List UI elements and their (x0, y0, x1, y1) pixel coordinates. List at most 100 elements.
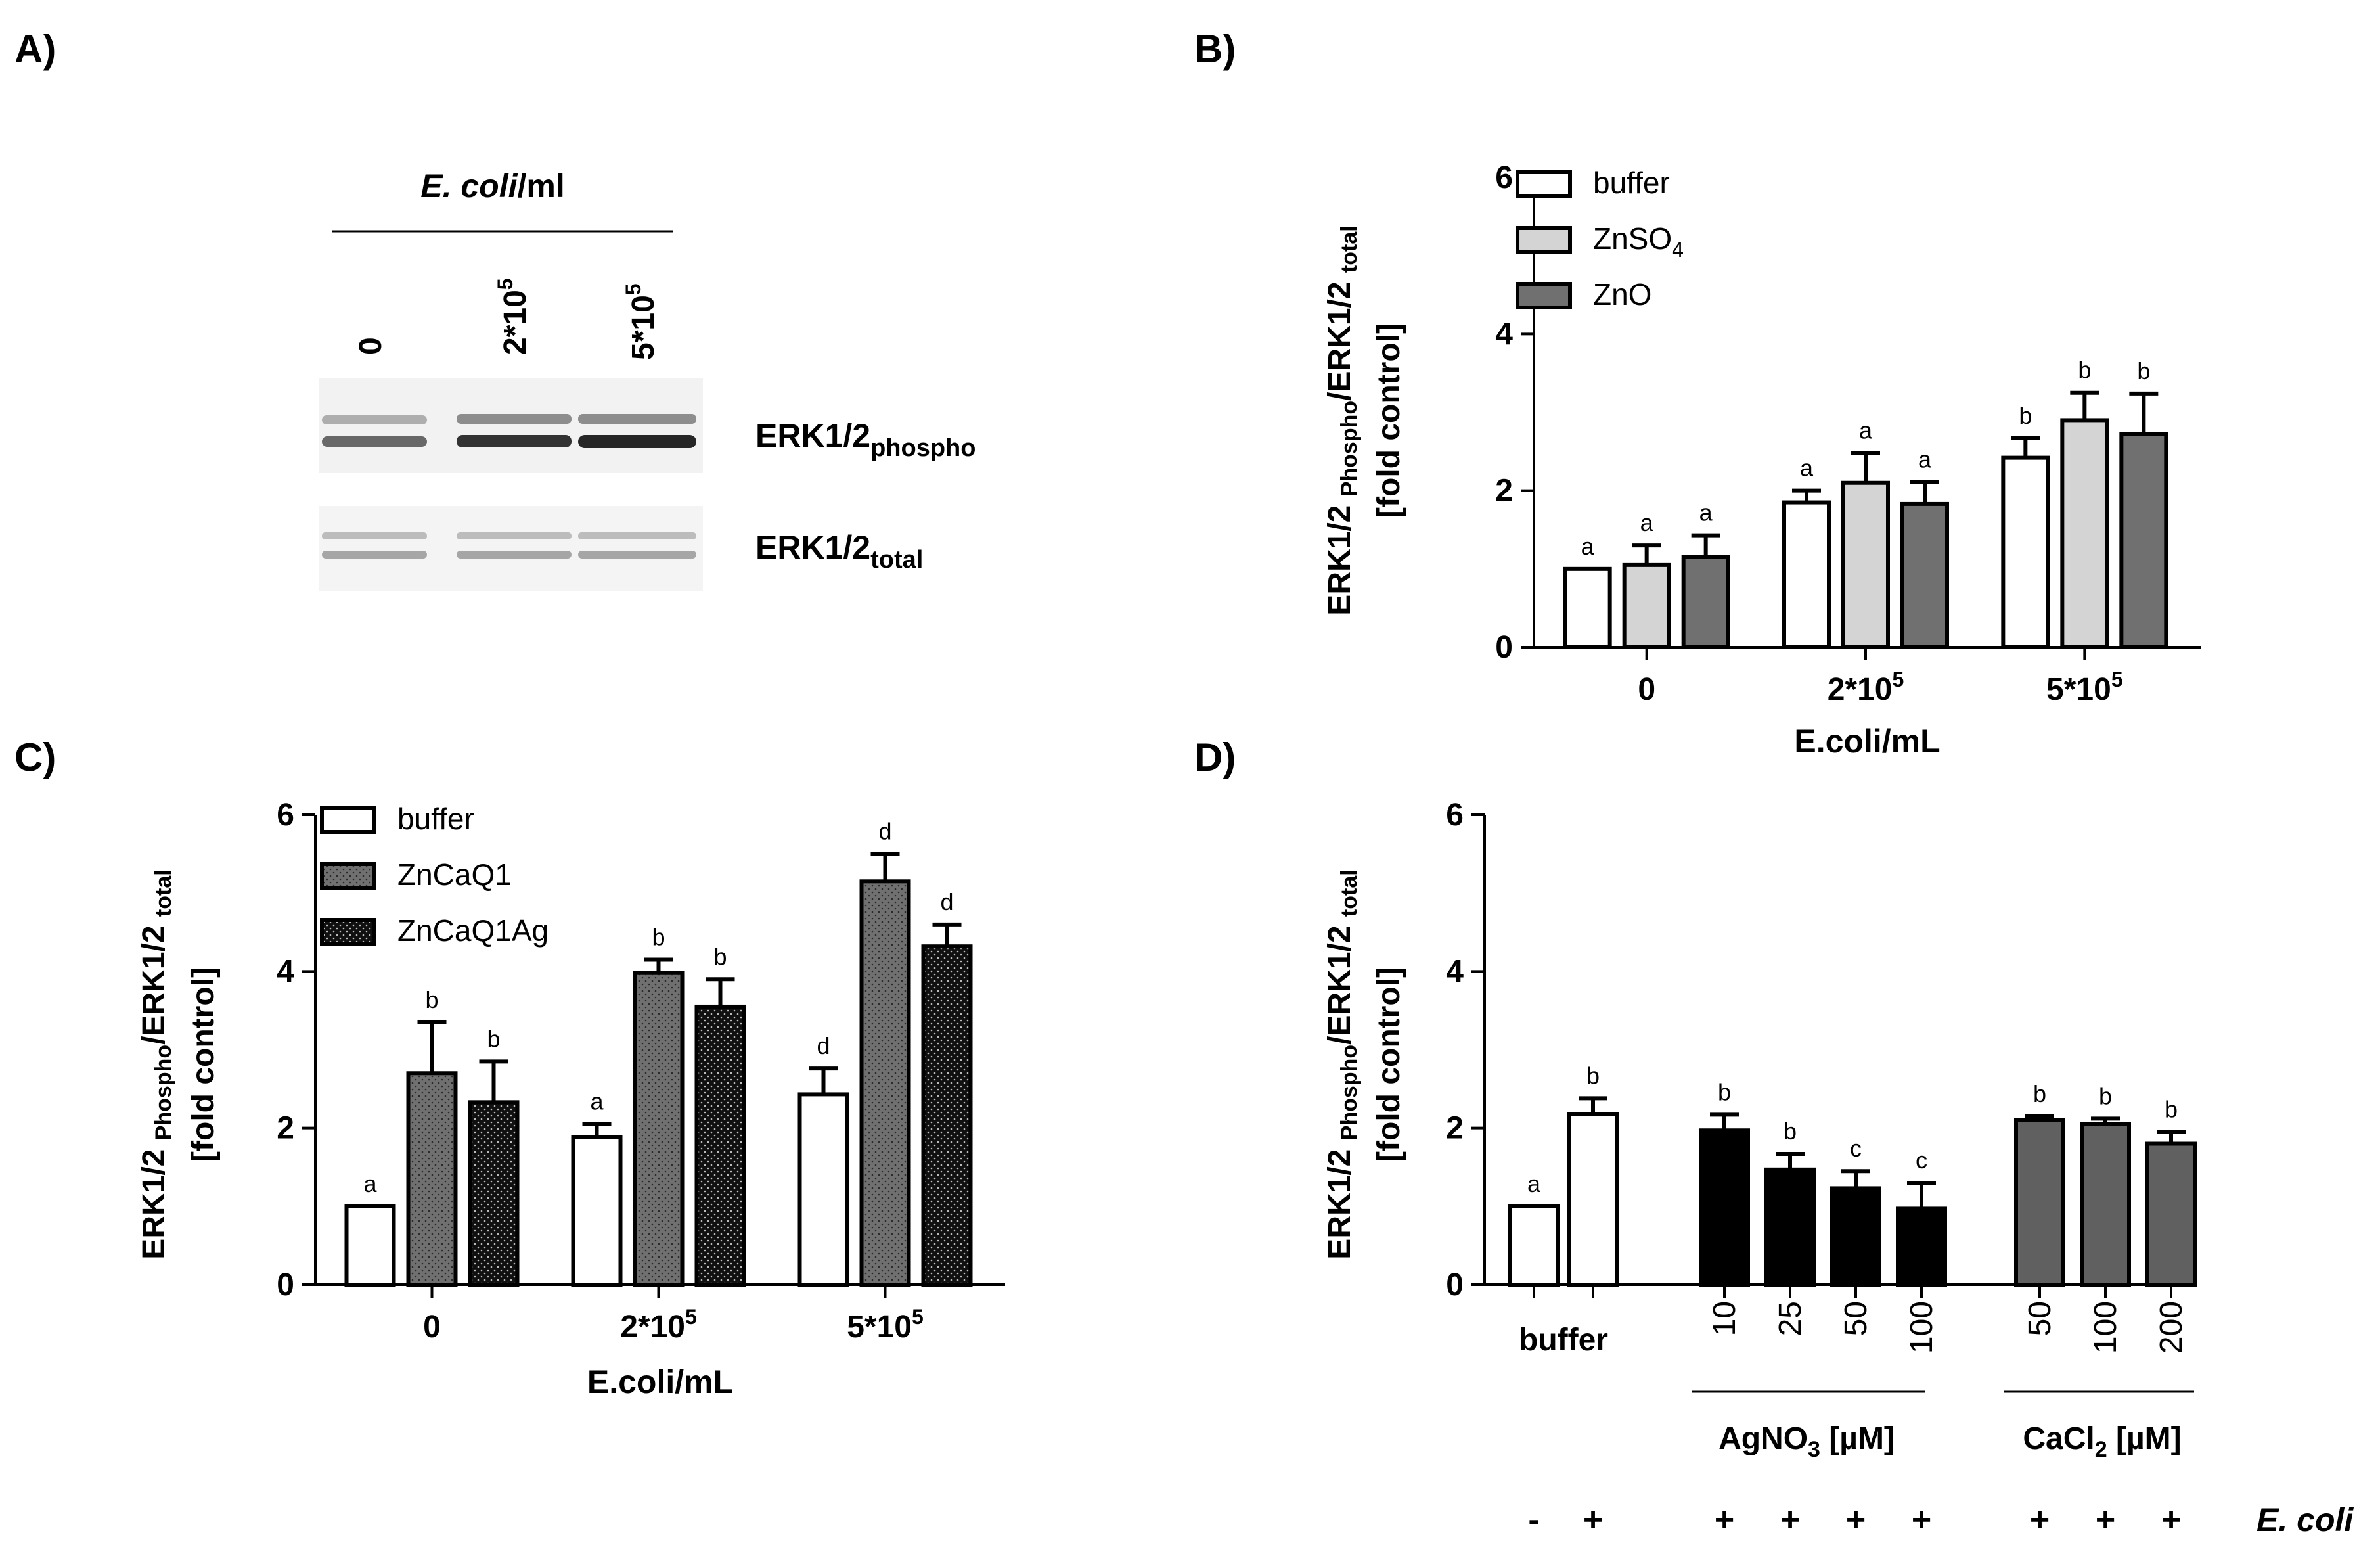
c-bar (797, 1092, 849, 1287)
b-significance-letter: a (1859, 417, 1873, 444)
d-cacl2-label: CaCl2 [µM] (2023, 1421, 2181, 1462)
b-bar (2119, 432, 2168, 649)
b-bar (1681, 555, 1730, 649)
c-legend-swatch (320, 918, 376, 946)
text-part: ERK1/2 (1322, 496, 1357, 615)
b-x-title: E.coli/mL (1794, 723, 1940, 760)
band (322, 532, 427, 539)
d-significance-letter: b (2033, 1080, 2046, 1107)
text-part: Phospho (1337, 401, 1362, 496)
b-bar (1622, 562, 1671, 649)
c-x-tick-label: 0 (423, 1310, 441, 1344)
c-legend-label: buffer (397, 802, 474, 836)
d-x-tick-label: 50 (1839, 1301, 1874, 1336)
c-significance-letter: b (713, 943, 727, 970)
band (578, 532, 696, 539)
d-x-tick-label: 100 (1904, 1301, 1939, 1354)
c-x-tick-label: 5*105 (847, 1305, 924, 1344)
c-significance-letter: a (363, 1170, 377, 1197)
b-bar (1782, 500, 1831, 650)
b-bar (1900, 501, 1949, 649)
c-bar (859, 879, 911, 1287)
d-ecoli-label: E. coli (2257, 1501, 2354, 1538)
text-part: 5*10 (847, 1310, 912, 1344)
text-part: 5 (1892, 668, 1904, 691)
c-bar (571, 1135, 623, 1287)
c-x-title: E.coli/mL (587, 1363, 733, 1400)
text-part: 0 (1638, 672, 1655, 707)
d-x-tick-label: 200 (2154, 1301, 2189, 1354)
lane-label-0-text: 0 (353, 337, 388, 355)
c-x-tick-label: 2*105 (620, 1305, 697, 1344)
c-bar (921, 944, 973, 1287)
chart-c: 0 2 4 6 ERK1/2 Phospho/ERK1/2 total [fold con… (137, 798, 1005, 1400)
c-significance-letter: b (652, 923, 665, 950)
c-bar (468, 1100, 520, 1287)
d-x-tick-label: 10 (1707, 1301, 1742, 1336)
blot-total-bands (322, 532, 696, 559)
d-buffer-label: buffer (1519, 1323, 1608, 1358)
band (322, 551, 427, 559)
ecoli-sign: + (2161, 1501, 2181, 1539)
text-part: ZnO (1593, 277, 1651, 311)
ecoli-sign: + (2096, 1501, 2115, 1539)
lane-label-1: 2*105 (493, 278, 533, 355)
panel-a: A) E. coli/ml 0 2*105 5*105 (14, 27, 976, 591)
c-significance-letter: a (590, 1088, 604, 1115)
c-significance-letter: d (817, 1032, 830, 1059)
text-part: 5 (912, 1305, 924, 1329)
panel-d-annotations: buffer AgNO3 [µM] CaCl2 [µM] - + + + + + + + + E… (1519, 1323, 2354, 1539)
text-part: Phospho (151, 1045, 176, 1140)
d-x-tick-label: 50 (2023, 1301, 2057, 1336)
c-y-tick-label: 0 (277, 1268, 294, 1302)
d-significance-letter: b (2099, 1082, 2112, 1109)
b-significance-letter: a (1699, 499, 1713, 526)
text-part: total (1337, 869, 1362, 917)
text-part: ERK1/2 (1322, 1140, 1357, 1259)
band (578, 414, 696, 424)
b-bar (2001, 455, 2050, 649)
blot-phospho-background (319, 378, 703, 473)
text-part: ERK1/2 (137, 1140, 171, 1259)
text-part: buffer (1593, 166, 1670, 200)
text-part: 4 (1672, 238, 1684, 262)
c-y-tick-label: 4 (277, 954, 294, 989)
d-bar (1764, 1167, 1816, 1287)
c-bar (344, 1204, 396, 1287)
lane-label-2-text: 5*105 (621, 283, 661, 360)
b-significance-letter: b (2019, 402, 2032, 429)
d-significance-letter: c (1850, 1135, 1862, 1162)
b-y-title-line2: [fold control] (1372, 323, 1406, 518)
b-significance-letter: a (1581, 533, 1595, 560)
band (457, 435, 572, 447)
b-y-tick-label: 4 (1495, 317, 1513, 352)
blot-header-italic: E. coli (420, 168, 518, 204)
c-bar (633, 971, 685, 1287)
d-y-tick-label: 6 (1446, 798, 1464, 833)
d-bar (1896, 1206, 1947, 1287)
d-agno3-label: AgNO3 [µM] (1718, 1421, 1895, 1462)
b-y-tick-label: 2 (1495, 474, 1513, 509)
text-part: 5 (685, 1305, 697, 1329)
b-bar (2060, 418, 2109, 650)
band-label-phospho: ERK1/2phospho (755, 417, 976, 462)
c-legend-label: ZnCaQ1 (397, 858, 512, 892)
b-legend-swatch (1516, 170, 1572, 198)
text-part: 5*10 (2046, 672, 2111, 707)
blot-total-background (319, 506, 703, 591)
c-legend-label: ZnCaQ1Ag (397, 913, 549, 948)
band (457, 551, 572, 559)
blot-phospho-bands (322, 414, 696, 448)
d-y-title: ERK1/2 Phospho/ERK1/2 total (1322, 869, 1362, 1259)
d-bar (1830, 1186, 1881, 1287)
d-significance-letter: a (1527, 1170, 1541, 1197)
b-bar (1563, 566, 1612, 649)
band (578, 551, 696, 559)
d-bar (2145, 1141, 2197, 1287)
c-y-title-line2: [fold control] (186, 967, 221, 1162)
c-legend-swatch (320, 862, 376, 890)
d-y-tick-label: 4 (1446, 954, 1464, 989)
c-legend-swatch (320, 806, 376, 834)
panel-b-label: B) (1194, 27, 1236, 71)
ecoli-sign: + (1846, 1501, 1866, 1539)
